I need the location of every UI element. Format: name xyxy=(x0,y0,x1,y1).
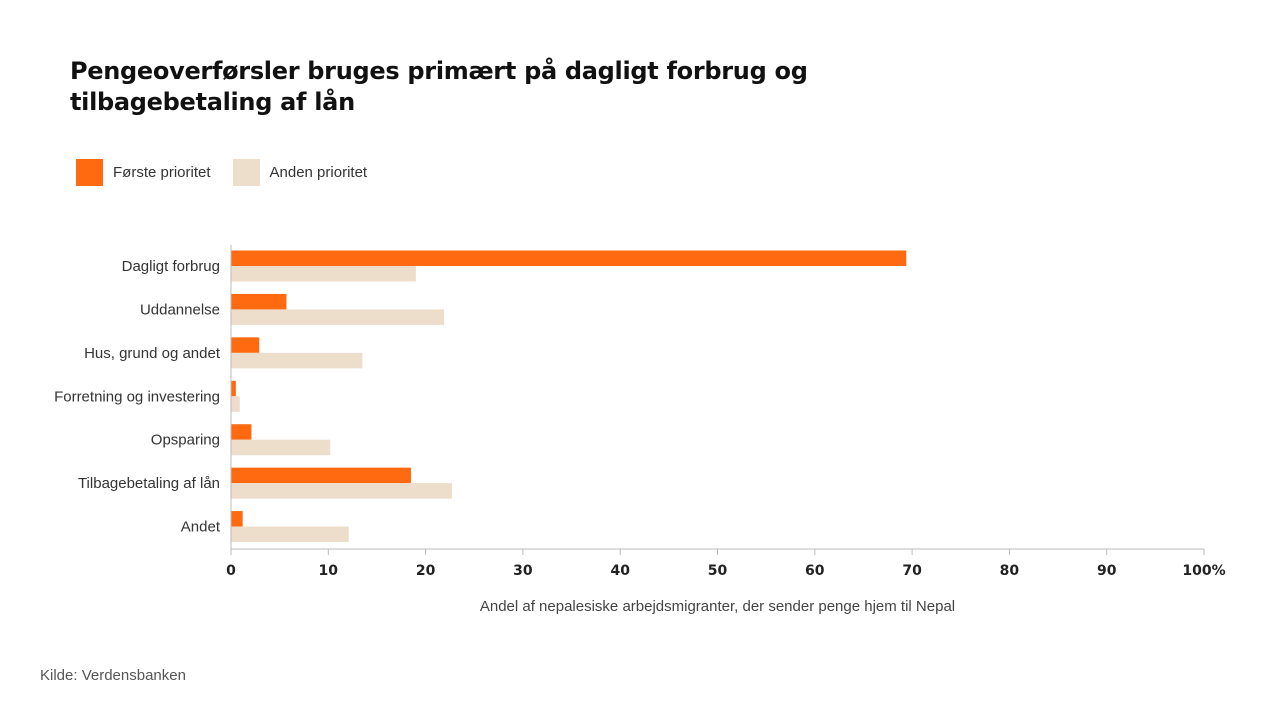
bar-first xyxy=(231,424,252,440)
category-label: Forretning og investering xyxy=(54,388,220,405)
x-tick-label: 20 xyxy=(416,563,436,579)
source-note: Kilde: Verdensbanken xyxy=(40,667,186,684)
category-label: Uddannelse xyxy=(140,301,220,318)
bar-second xyxy=(231,309,445,325)
x-tick-label: 30 xyxy=(513,563,533,579)
x-tick-label: 60 xyxy=(805,563,825,579)
bar-first xyxy=(231,380,236,397)
bar-first xyxy=(231,467,412,484)
legend-label-first: Første prioritet xyxy=(113,164,211,181)
x-tick-label: 70 xyxy=(902,563,922,579)
legend-item-second: Anden prioritet xyxy=(232,159,368,186)
bar-first xyxy=(231,293,287,310)
category-label: Hus, grund og andet xyxy=(84,345,221,362)
bar-second xyxy=(231,526,349,543)
category-label: Andet xyxy=(181,519,221,536)
bar-second xyxy=(231,483,452,499)
bar-first xyxy=(231,250,907,266)
category-label: Opsparing xyxy=(151,432,220,449)
x-tick-label: 40 xyxy=(610,563,630,579)
legend-label-second: Anden prioritet xyxy=(269,164,368,181)
bar-first xyxy=(231,337,260,353)
bar-second xyxy=(231,396,240,412)
legend-swatch-second xyxy=(232,159,260,186)
legend-swatch-first xyxy=(76,159,103,186)
x-tick-label: 100% xyxy=(1182,563,1225,579)
bar-second xyxy=(231,439,331,456)
category-label: Tilbagebetaling af lån xyxy=(78,475,220,492)
bar-second xyxy=(231,266,416,282)
bar-first xyxy=(231,511,243,527)
x-axis-title: Andel af nepalesiske arbejdsmigranter, d… xyxy=(480,598,955,615)
x-tick-label: 80 xyxy=(1000,563,1020,579)
x-tick-label: 0 xyxy=(226,563,236,579)
chart-title: Pengeoverførsler bruges primært på dagli… xyxy=(70,57,808,116)
bar-second xyxy=(231,352,363,369)
x-tick-label: 90 xyxy=(1097,563,1117,579)
legend-item-first: Første prioritet xyxy=(76,159,211,186)
category-label: Dagligt forbrug xyxy=(122,258,220,275)
legend: Første prioritet Anden prioritet xyxy=(76,159,389,186)
x-tick-label: 50 xyxy=(708,563,728,579)
x-tick-label: 10 xyxy=(319,563,339,579)
